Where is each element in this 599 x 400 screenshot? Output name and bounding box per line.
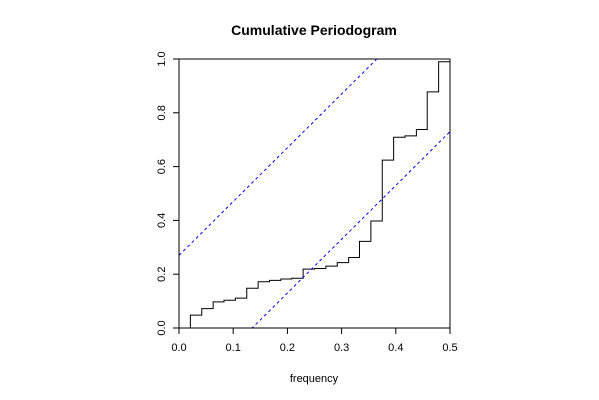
y-tick-label: 1.0: [156, 51, 168, 66]
series-layer: [179, 59, 450, 328]
x-axis-label: frequency: [290, 373, 339, 385]
confidence-bound-line-2: [251, 131, 450, 328]
x-tick-label: 0.3: [334, 342, 349, 354]
x-tick-label: 0.5: [442, 342, 457, 354]
x-tick-label: 0.1: [226, 342, 241, 354]
confidence-bound-line-1: [179, 59, 378, 256]
x-tick-label: 0.4: [388, 342, 403, 354]
x-tick-label: 0.2: [280, 342, 295, 354]
periodogram-step-line: [179, 60, 450, 328]
x-tick-label: 0.0: [171, 342, 186, 354]
x-axis: 0.0 0.1 0.2 0.3 0.4 0.5: [171, 327, 458, 354]
plot-frame: [178, 58, 451, 329]
y-tick-label: 0.2: [156, 267, 168, 282]
y-tick-label: 0.0: [156, 320, 168, 335]
chart-title: Cumulative Periodogram: [231, 22, 397, 38]
y-tick-label: 0.6: [156, 159, 168, 174]
y-axis: 0.0 0.2 0.4 0.6 0.8 1.0: [156, 51, 180, 336]
y-tick-label: 0.8: [156, 105, 168, 120]
y-tick-label: 0.4: [156, 213, 168, 228]
